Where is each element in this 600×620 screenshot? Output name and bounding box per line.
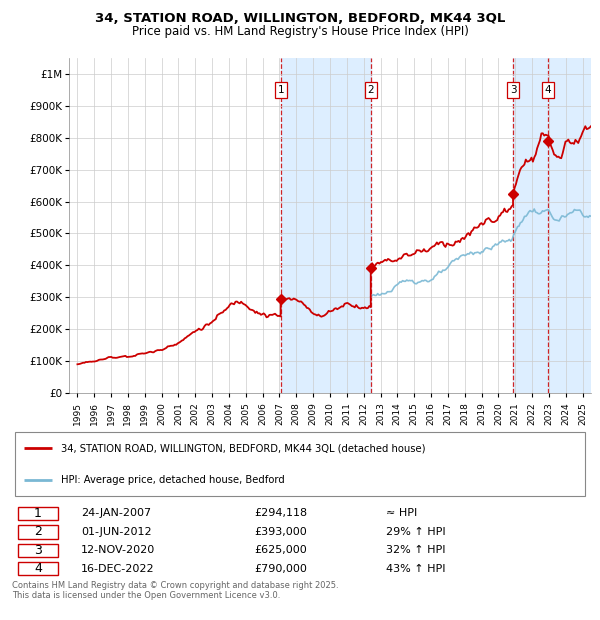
- Text: 2: 2: [34, 525, 42, 538]
- FancyBboxPatch shape: [18, 544, 58, 557]
- Text: 4: 4: [545, 85, 551, 95]
- Text: 29% ↑ HPI: 29% ↑ HPI: [386, 527, 446, 537]
- Text: 34, STATION ROAD, WILLINGTON, BEDFORD, MK44 3QL (detached house): 34, STATION ROAD, WILLINGTON, BEDFORD, M…: [61, 443, 425, 453]
- FancyBboxPatch shape: [18, 525, 58, 539]
- Text: 4: 4: [34, 562, 42, 575]
- Text: 32% ↑ HPI: 32% ↑ HPI: [386, 546, 446, 556]
- Text: Contains HM Land Registry data © Crown copyright and database right 2025.
This d: Contains HM Land Registry data © Crown c…: [12, 581, 338, 601]
- Text: ≈ HPI: ≈ HPI: [386, 508, 418, 518]
- Text: 3: 3: [510, 85, 517, 95]
- Text: 01-JUN-2012: 01-JUN-2012: [81, 527, 152, 537]
- Text: 3: 3: [34, 544, 42, 557]
- FancyBboxPatch shape: [18, 507, 58, 520]
- Text: 1: 1: [277, 85, 284, 95]
- Text: 34, STATION ROAD, WILLINGTON, BEDFORD, MK44 3QL: 34, STATION ROAD, WILLINGTON, BEDFORD, M…: [95, 12, 505, 25]
- Bar: [513, 58, 591, 393]
- Text: 1: 1: [34, 507, 42, 520]
- Bar: [281, 58, 371, 393]
- Text: £393,000: £393,000: [254, 527, 307, 537]
- Text: HPI: Average price, detached house, Bedford: HPI: Average price, detached house, Bedf…: [61, 475, 285, 485]
- FancyBboxPatch shape: [15, 432, 585, 496]
- Text: 2: 2: [367, 85, 374, 95]
- Text: £790,000: £790,000: [254, 564, 307, 574]
- Text: 16-DEC-2022: 16-DEC-2022: [81, 564, 155, 574]
- Text: 12-NOV-2020: 12-NOV-2020: [81, 546, 155, 556]
- Text: £625,000: £625,000: [254, 546, 307, 556]
- Text: Price paid vs. HM Land Registry's House Price Index (HPI): Price paid vs. HM Land Registry's House …: [131, 25, 469, 38]
- Text: £294,118: £294,118: [254, 508, 307, 518]
- FancyBboxPatch shape: [18, 562, 58, 575]
- Text: 24-JAN-2007: 24-JAN-2007: [81, 508, 151, 518]
- Text: 43% ↑ HPI: 43% ↑ HPI: [386, 564, 446, 574]
